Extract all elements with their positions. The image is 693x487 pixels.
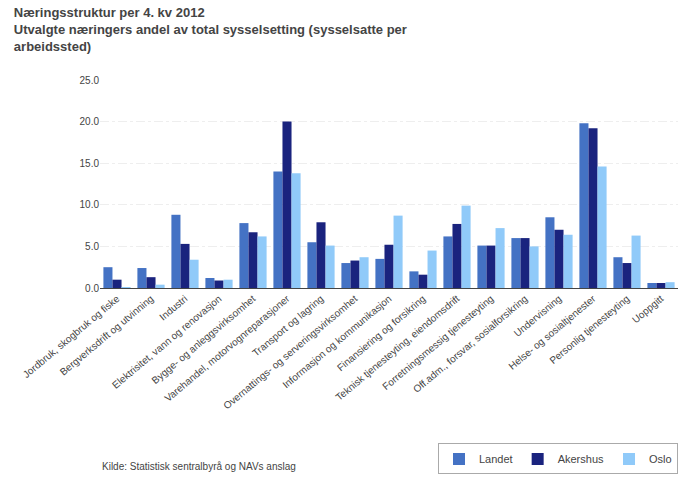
svg-text:Varehandel, motorvognreparasjo: Varehandel, motorvognreparasjoner [162,293,292,404]
svg-text:Helse- og sosialtjenester: Helse- og sosialtjenester [507,293,598,372]
svg-text:Transport og lagring: Transport og lagring [250,293,325,359]
svg-text:Industri: Industri [157,293,189,323]
svg-text:Off.adm., forsvar, sosialforsi: Off.adm., forsvar, sosialforsikring [411,293,529,395]
svg-text:Finansiering og forsikring: Finansiering og forsikring [335,293,428,373]
svg-text:25.0: 25.0 [80,75,100,86]
svg-text:Uoppgitt: Uoppgitt [630,293,666,326]
svg-text:Jordbruk, skogbruk og fiske: Jordbruk, skogbruk og fiske [21,293,122,380]
svg-text:Forretningsmessig tjenesteytin: Forretningsmessig tjenesteyting [380,293,495,392]
svg-text:0.0: 0.0 [85,283,99,294]
svg-text:Kilde: Statistisk sentralbyrå: Kilde: Statistisk sentralbyrå og NAVs an… [102,461,296,472]
svg-text:20.0: 20.0 [80,116,100,127]
svg-text:Bygge- og anleggsvirksomhet: Bygge- og anleggsvirksomhet [150,293,258,386]
svg-text:Personlig tjenesteyting: Personlig tjenesteyting [547,293,631,366]
svg-text:Teknisk tjenesteyting, eiendom: Teknisk tjenesteyting, eiendomsdrift [334,293,462,403]
svg-text:Bergverksdrift og utvinning: Bergverksdrift og utvinning [58,293,156,378]
svg-text:Oslo: Oslo [649,453,672,465]
svg-text:Akershus: Akershus [558,453,604,465]
svg-text:5.0: 5.0 [85,241,99,252]
svg-text:Overnattings- og serveringsvir: Overnattings- og serveringsvirksomhet [221,293,359,412]
svg-text:Landet: Landet [479,453,513,465]
svg-text:15.0: 15.0 [80,158,100,169]
svg-text:Informasjon og kommunikasjon: Informasjon og kommunikasjon [280,293,393,390]
svg-text:10.0: 10.0 [80,199,100,210]
svg-text:Næringsstruktur per 4. kv 2012: Næringsstruktur per 4. kv 2012Utvalgte n… [14,5,407,54]
svg-text:Elektrisitet, vann og renovasj: Elektrisitet, vann og renovasjon [110,293,224,391]
svg-text:Undervisning: Undervisning [512,293,564,339]
